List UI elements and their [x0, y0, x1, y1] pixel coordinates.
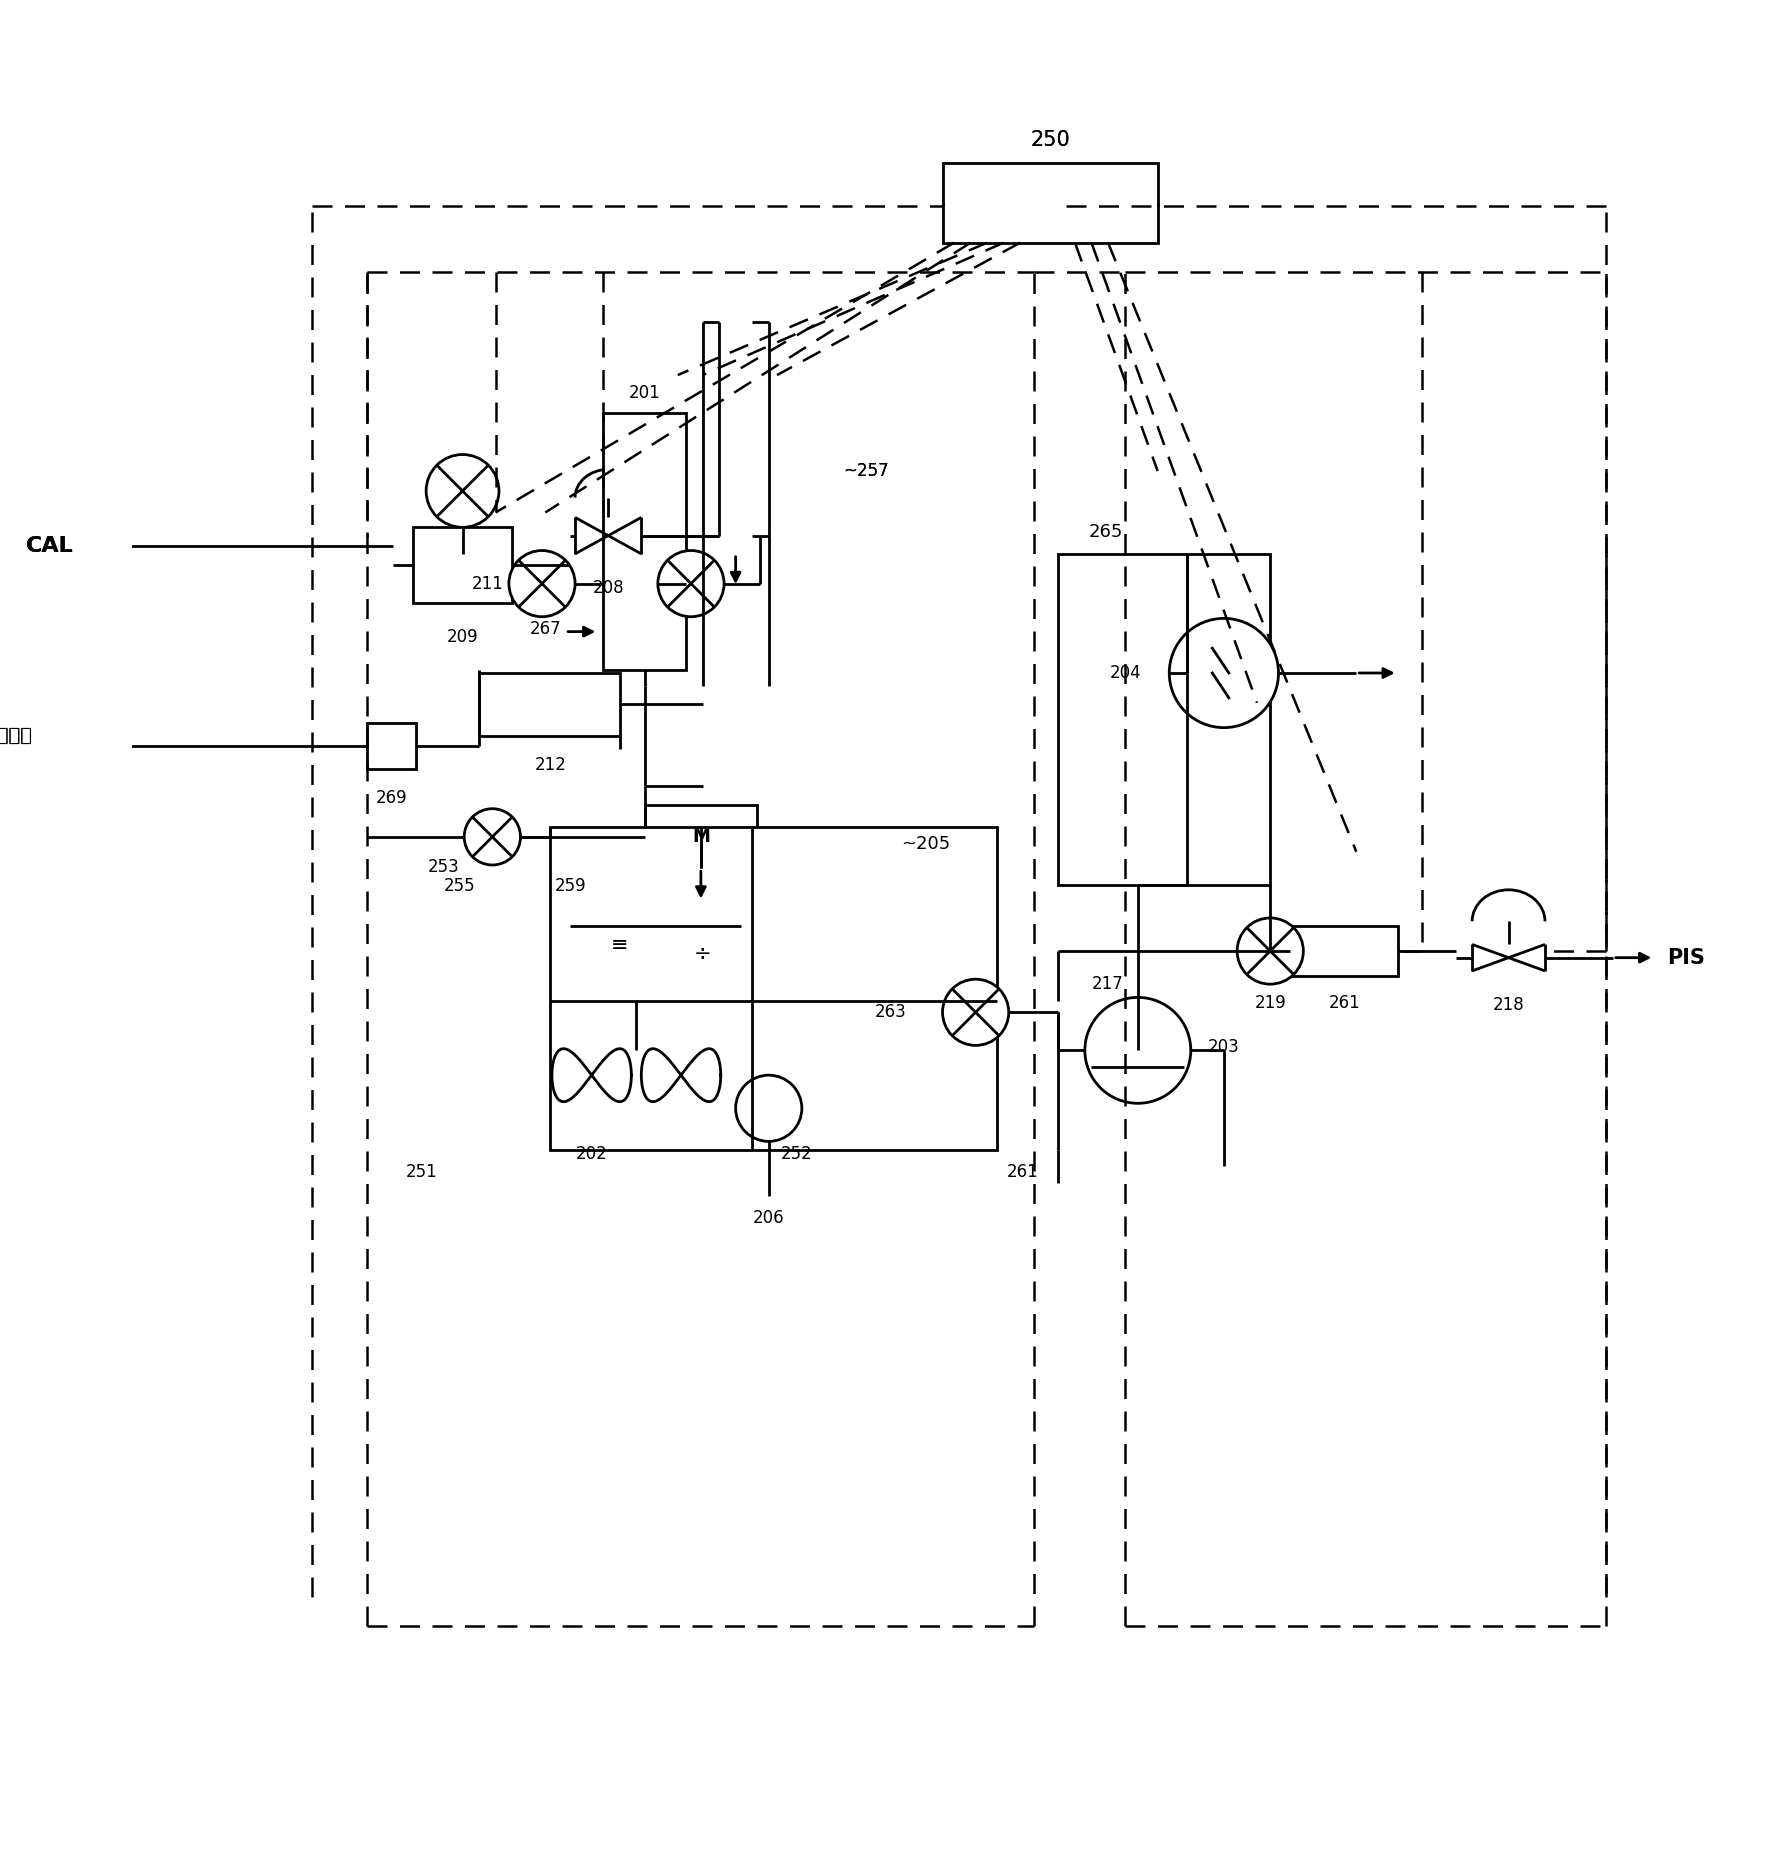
Text: 217: 217 — [1091, 976, 1123, 992]
Bar — [413, 527, 511, 604]
Bar — [367, 723, 417, 768]
Text: 212: 212 — [535, 755, 567, 774]
Bar — [645, 806, 756, 869]
Text: ≡: ≡ — [611, 934, 629, 955]
Circle shape — [735, 1075, 801, 1142]
Text: 267: 267 — [529, 621, 561, 637]
Circle shape — [942, 979, 1008, 1045]
Circle shape — [658, 551, 724, 617]
Text: 252: 252 — [780, 1144, 812, 1163]
Text: 208: 208 — [592, 579, 624, 596]
Text: 269: 269 — [375, 789, 408, 807]
Text: 261: 261 — [1007, 1163, 1039, 1181]
Text: ~257: ~257 — [844, 462, 889, 480]
Circle shape — [1237, 918, 1303, 985]
Text: 202: 202 — [576, 1144, 608, 1163]
Text: 219: 219 — [1255, 994, 1286, 1013]
Text: 261: 261 — [1328, 994, 1361, 1013]
Circle shape — [1085, 998, 1191, 1103]
Circle shape — [426, 454, 499, 527]
Text: 201: 201 — [629, 383, 660, 402]
Text: ÷: ÷ — [694, 942, 712, 963]
Circle shape — [465, 809, 520, 865]
Circle shape — [510, 551, 576, 617]
Text: 218: 218 — [1493, 996, 1525, 1013]
Text: CAL: CAL — [25, 536, 73, 555]
Text: 263: 263 — [874, 1004, 907, 1020]
Text: 250: 250 — [1030, 131, 1069, 150]
Bar — [1291, 927, 1398, 976]
Text: 265: 265 — [1089, 523, 1123, 540]
Bar — [942, 163, 1157, 243]
Text: 情性气体: 情性气体 — [0, 727, 32, 746]
Text: ~257: ~257 — [844, 462, 889, 480]
Text: CAL: CAL — [25, 536, 73, 555]
Text: 203: 203 — [1207, 1037, 1239, 1056]
Text: 253: 253 — [427, 858, 460, 877]
Bar — [603, 413, 687, 669]
Text: 206: 206 — [753, 1209, 785, 1228]
Text: 255: 255 — [443, 877, 476, 895]
Text: 211: 211 — [472, 574, 504, 592]
Bar — [1058, 553, 1269, 884]
Text: 情性气体: 情性气体 — [0, 727, 32, 746]
Bar — [551, 826, 998, 1149]
Text: ~205: ~205 — [901, 835, 951, 852]
Text: 251: 251 — [406, 1163, 436, 1181]
Text: 209: 209 — [447, 628, 479, 647]
Bar — [479, 673, 620, 736]
Text: 259: 259 — [554, 877, 586, 895]
Text: M: M — [692, 828, 710, 847]
Text: PIS: PIS — [1668, 948, 1706, 968]
Text: 204: 204 — [1110, 663, 1141, 682]
Text: 250: 250 — [1030, 131, 1069, 150]
Circle shape — [1169, 619, 1278, 727]
